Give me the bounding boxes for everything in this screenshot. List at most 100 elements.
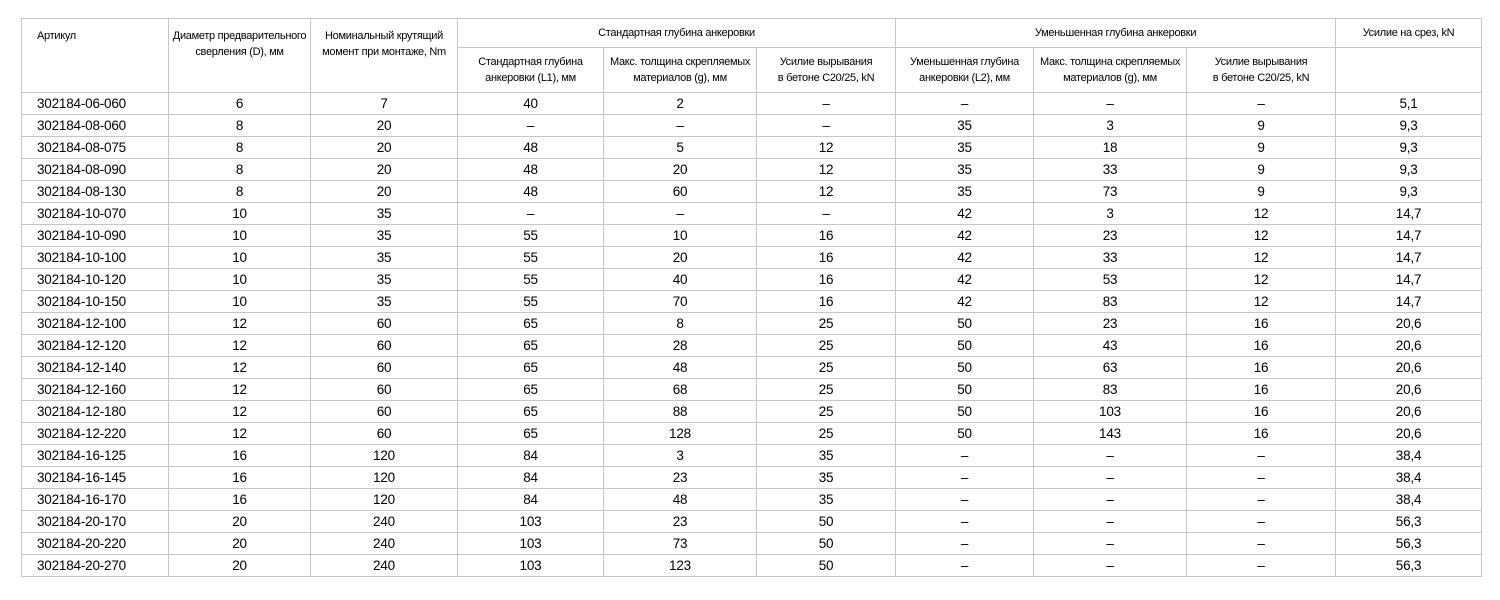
value-cell: 103: [457, 532, 604, 555]
table-row: 302184-12-120 12 60 65 28 25 50 43 16 20,6: [21, 334, 1483, 357]
empty-header-cell: [1335, 47, 1483, 93]
value-cell: 14,7: [1335, 246, 1483, 269]
value-cell: 10: [168, 202, 311, 225]
table-row: 302184-08-075 8 20 48 5 12 35 18 9 9,3: [21, 136, 1483, 159]
value-cell: 50: [895, 422, 1035, 445]
value-cell: 9,3: [1335, 180, 1483, 203]
value-cell: 8: [168, 114, 311, 137]
article-cell: 302184-20-220: [21, 532, 169, 555]
value-cell: 35: [895, 180, 1035, 203]
article-cell: 302184-12-220: [21, 422, 169, 445]
value-cell: 8: [168, 180, 311, 203]
value-cell: 55: [457, 268, 604, 291]
value-cell: 2: [603, 92, 757, 115]
value-cell: 42: [895, 246, 1035, 269]
value-cell: –: [603, 114, 757, 137]
value-cell: –: [1033, 510, 1188, 533]
value-cell: 10: [168, 224, 311, 247]
column-header-drill-diameter: Диаметр предварительного сверления (D), …: [168, 18, 311, 93]
value-cell: 16: [168, 488, 311, 511]
value-cell: 40: [457, 92, 604, 115]
table-row: 302184-20-220 20 240 103 73 50– – –56,3: [21, 532, 1483, 555]
value-cell: 16: [755, 290, 897, 313]
table-row: 302184-12-220 12 60 65 128 25 50 143 16 20,6: [21, 422, 1483, 445]
article-cell: 302184-10-090: [21, 224, 169, 247]
value-cell: 5: [603, 136, 757, 159]
value-cell: –: [755, 114, 897, 137]
article-cell: 302184-12-180: [21, 400, 169, 423]
value-cell: 120: [310, 466, 458, 489]
group-header-reduced-depth: Уменьшенная глубина анкеровки: [895, 18, 1337, 48]
value-cell: 20,6: [1335, 312, 1483, 335]
value-cell: 50: [755, 532, 897, 555]
header-row-subcolumns: Стандартная глубина анкеровки (L1), мм М…: [22, 47, 1483, 93]
value-cell: 6: [168, 92, 311, 115]
value-cell: 83: [1033, 290, 1188, 313]
table-row: 302184-06-060 6 7 40 2– – – –5,1: [21, 92, 1483, 115]
value-cell: 12: [1186, 224, 1337, 247]
value-cell: 20,6: [1335, 356, 1483, 379]
value-cell: 16: [755, 246, 897, 269]
value-cell: –: [1033, 444, 1188, 467]
value-cell: 20: [168, 554, 311, 577]
value-cell: 42: [895, 268, 1035, 291]
value-cell: 10: [168, 290, 311, 313]
value-cell: 143: [1033, 422, 1188, 445]
column-header-article: Артикул: [21, 18, 169, 93]
value-cell: 23: [1033, 312, 1188, 335]
value-cell: 12: [168, 312, 311, 335]
value-cell: –: [1186, 510, 1337, 533]
value-cell: 84: [457, 488, 604, 511]
value-cell: 120: [310, 444, 458, 467]
value-cell: 56,3: [1335, 510, 1483, 533]
value-cell: –: [895, 444, 1035, 467]
value-cell: 35: [895, 136, 1035, 159]
value-cell: 48: [457, 158, 604, 181]
value-cell: 3: [1033, 202, 1188, 225]
value-cell: 123: [603, 554, 757, 577]
value-cell: 38,4: [1335, 444, 1483, 467]
value-cell: –: [895, 466, 1035, 489]
value-cell: 12: [1186, 246, 1337, 269]
table-row: 302184-16-170 16 120 84 48 35– – –38,4: [21, 488, 1483, 511]
value-cell: 10: [168, 246, 311, 269]
value-cell: 48: [603, 356, 757, 379]
value-cell: 60: [603, 180, 757, 203]
value-cell: 35: [895, 158, 1035, 181]
value-cell: 20: [168, 510, 311, 533]
value-cell: 8: [603, 312, 757, 335]
value-cell: 10: [603, 224, 757, 247]
value-cell: 14,7: [1335, 268, 1483, 291]
value-cell: 9,3: [1335, 158, 1483, 181]
value-cell: 48: [457, 180, 604, 203]
value-cell: –: [1033, 488, 1188, 511]
table-row: 302184-12-140 12 60 65 48 25 50 63 16 20,6: [21, 356, 1483, 379]
value-cell: 35: [310, 224, 458, 247]
table-body: 302184-06-060 6 7 40 2– – – –5,1 302184-08-060 8 2…: [21, 92, 1483, 577]
table-row: 302184-12-160 12 60 65 68 25 50 83 16 20,6: [21, 378, 1483, 401]
value-cell: 60: [310, 312, 458, 335]
table-row: 302184-08-090 8 20 48 20 12 35 33 9 9,3: [21, 158, 1483, 181]
value-cell: 16: [1186, 422, 1337, 445]
value-cell: 84: [457, 466, 604, 489]
table-row: 302184-10-090 10 35 55 10 16 42 23 12 14,7: [21, 224, 1483, 247]
article-cell: 302184-16-125: [21, 444, 169, 467]
value-cell: 60: [310, 422, 458, 445]
value-cell: 16: [1186, 356, 1337, 379]
value-cell: 18: [1033, 136, 1188, 159]
value-cell: 240: [310, 532, 458, 555]
article-cell: 302184-08-075: [21, 136, 169, 159]
value-cell: –: [1033, 554, 1188, 577]
value-cell: 35: [310, 290, 458, 313]
value-cell: 16: [755, 224, 897, 247]
value-cell: 20: [310, 158, 458, 181]
value-cell: 50: [895, 334, 1035, 357]
value-cell: 53: [1033, 268, 1188, 291]
table-row: 302184-20-170 20 240 103 23 50– – –56,3: [21, 510, 1483, 533]
value-cell: –: [895, 510, 1035, 533]
value-cell: 42: [895, 202, 1035, 225]
value-cell: 84: [457, 444, 604, 467]
value-cell: 103: [457, 554, 604, 577]
value-cell: 35: [895, 114, 1035, 137]
